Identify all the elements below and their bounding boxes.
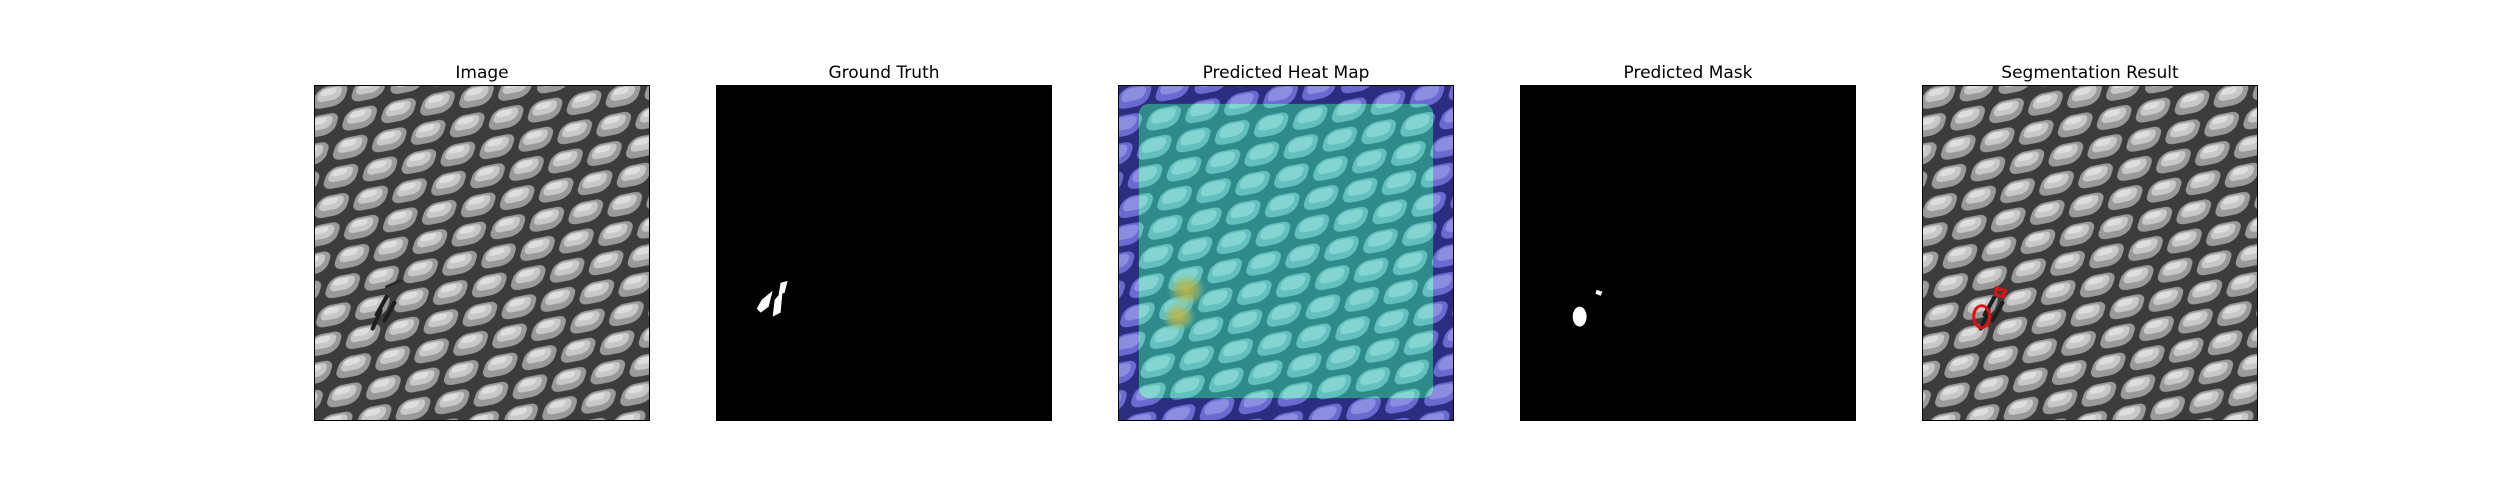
panel-title: Ground Truth (828, 63, 940, 83)
ground-truth-view (716, 85, 1052, 421)
panel-title: Segmentation Result (2001, 63, 2179, 83)
panel-title: Image (455, 63, 509, 83)
panel-title: Predicted Heat Map (1202, 63, 1370, 83)
ground-truth-mask (717, 86, 1051, 420)
predicted-mask-view (1520, 85, 1856, 421)
panel-title: Predicted Mask (1623, 63, 1753, 83)
predicted-mask (1521, 86, 1855, 420)
heat-map (1119, 86, 1453, 420)
texture-image (315, 86, 649, 420)
segmentation-result-view (1922, 85, 2258, 421)
heat-map-view (1118, 85, 1454, 421)
image-view (314, 85, 650, 421)
segmentation-overlay (1923, 86, 2257, 420)
